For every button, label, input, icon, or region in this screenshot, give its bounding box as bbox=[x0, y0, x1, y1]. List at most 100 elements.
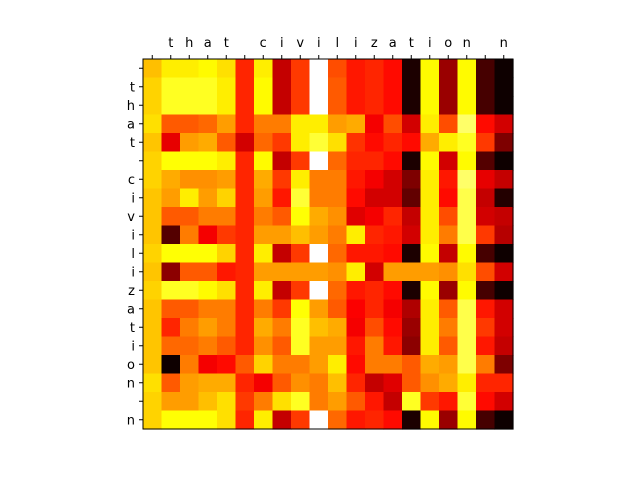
heatmap-cell bbox=[291, 336, 311, 356]
heatmap-cell bbox=[143, 225, 163, 245]
heatmap-cell bbox=[494, 373, 514, 393]
heatmap-cell bbox=[494, 336, 514, 356]
heatmap-cell bbox=[291, 299, 311, 319]
y-tick-label: l bbox=[131, 247, 135, 262]
x-tick-label: t bbox=[409, 36, 414, 51]
x-tick-label: t bbox=[168, 36, 173, 51]
heatmap-cell bbox=[254, 373, 274, 393]
heatmap-cell bbox=[494, 410, 514, 430]
heatmap-cell bbox=[346, 392, 366, 412]
y-tick-label: a bbox=[127, 117, 135, 132]
heatmap-cell bbox=[457, 114, 477, 134]
heatmap-cell bbox=[161, 373, 181, 393]
x-tick-label: a bbox=[389, 36, 397, 51]
heatmap-cell bbox=[254, 392, 274, 412]
heatmap-cell bbox=[254, 281, 274, 301]
heatmap-cell bbox=[161, 225, 181, 245]
heatmap-cell bbox=[180, 96, 200, 116]
heatmap-cell bbox=[198, 133, 218, 153]
heatmap-cell bbox=[198, 59, 218, 79]
heatmap-cell bbox=[328, 225, 348, 245]
heatmap-cell bbox=[328, 133, 348, 153]
heatmap-cell bbox=[143, 355, 163, 375]
heatmap-cell bbox=[328, 188, 348, 208]
heatmap-cell bbox=[365, 262, 385, 282]
heatmap-cell bbox=[494, 133, 514, 153]
heatmap-cell bbox=[365, 59, 385, 79]
heatmap-cell bbox=[180, 207, 200, 227]
heatmap-cell bbox=[346, 244, 366, 264]
heatmap-cell bbox=[402, 355, 422, 375]
y-tick-label: i bbox=[131, 191, 135, 206]
y-tick-label: t bbox=[130, 80, 135, 95]
heatmap-cell bbox=[161, 133, 181, 153]
heatmap-cell bbox=[198, 373, 218, 393]
heatmap-cell bbox=[180, 188, 200, 208]
heatmap-cell bbox=[309, 262, 329, 282]
heatmap-cell bbox=[180, 262, 200, 282]
heatmap-cell bbox=[217, 151, 237, 171]
heatmap-cell bbox=[180, 392, 200, 412]
heatmap-cell bbox=[457, 373, 477, 393]
heatmap-cell bbox=[346, 207, 366, 227]
heatmap-cell bbox=[180, 299, 200, 319]
heatmap-cell bbox=[161, 318, 181, 338]
heatmap-cell bbox=[254, 170, 274, 190]
heatmap-cell bbox=[365, 188, 385, 208]
heatmap-cell bbox=[291, 170, 311, 190]
heatmap-cell bbox=[254, 151, 274, 171]
heatmap-cell bbox=[291, 225, 311, 245]
heatmap-cell bbox=[180, 410, 200, 430]
heatmap-cell bbox=[476, 151, 496, 171]
y-tick-label: i bbox=[131, 265, 135, 280]
heatmap-cell bbox=[143, 207, 163, 227]
heatmap-cell bbox=[180, 244, 200, 264]
heatmap-cell bbox=[272, 77, 292, 97]
heatmap-cell bbox=[457, 336, 477, 356]
heatmap-cell bbox=[254, 244, 274, 264]
heatmap-cell bbox=[494, 392, 514, 412]
heatmap-cell bbox=[254, 299, 274, 319]
heatmap-cell bbox=[420, 373, 440, 393]
heatmap-cell bbox=[328, 207, 348, 227]
heatmap-cell bbox=[494, 114, 514, 134]
plot-frame bbox=[142, 58, 514, 430]
heatmap-cell bbox=[383, 281, 403, 301]
heatmap-cell bbox=[143, 373, 163, 393]
heatmap-cell bbox=[439, 392, 459, 412]
heatmap-cell bbox=[439, 59, 459, 79]
heatmap-cell bbox=[309, 77, 329, 97]
heatmap-cell bbox=[309, 133, 329, 153]
heatmap-cell bbox=[328, 170, 348, 190]
heatmap-cell bbox=[309, 244, 329, 264]
x-tick-label: c bbox=[260, 36, 267, 51]
heatmap-cell bbox=[291, 410, 311, 430]
heatmap-cell bbox=[346, 114, 366, 134]
heatmap-cell bbox=[235, 151, 255, 171]
heatmap-cell bbox=[143, 170, 163, 190]
heatmap-cell bbox=[439, 299, 459, 319]
heatmap-cell bbox=[365, 114, 385, 134]
heatmap-cell bbox=[383, 244, 403, 264]
heatmap-cell bbox=[365, 410, 385, 430]
heatmap-cell bbox=[494, 281, 514, 301]
heatmap-cell bbox=[383, 318, 403, 338]
heatmap-cell bbox=[309, 225, 329, 245]
heatmap-cell bbox=[180, 170, 200, 190]
heatmap-cell bbox=[217, 318, 237, 338]
heatmap-cell bbox=[161, 188, 181, 208]
y-tick-label: v bbox=[127, 210, 135, 225]
heatmap-cell bbox=[420, 392, 440, 412]
heatmap-cell bbox=[272, 410, 292, 430]
heatmap-cell bbox=[365, 77, 385, 97]
heatmap-cell bbox=[328, 355, 348, 375]
heatmap-cell bbox=[161, 336, 181, 356]
heatmap-cell bbox=[476, 96, 496, 116]
heatmap-cell bbox=[365, 318, 385, 338]
heatmap-cell bbox=[291, 318, 311, 338]
heatmap-cell bbox=[272, 59, 292, 79]
heatmap-cell bbox=[383, 336, 403, 356]
x-tick-label: h bbox=[185, 36, 193, 51]
heatmap-cell bbox=[328, 336, 348, 356]
heatmap-cell bbox=[161, 410, 181, 430]
